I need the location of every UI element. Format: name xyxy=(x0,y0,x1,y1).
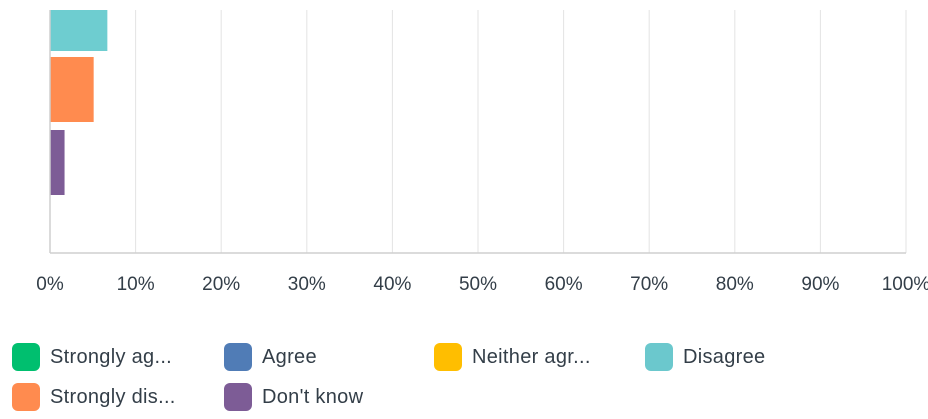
legend-swatch xyxy=(12,383,40,411)
legend: Strongly ag... Agree Neither agr... Disa… xyxy=(12,342,912,418)
bar-don-t-know[interactable] xyxy=(50,130,65,195)
legend-item-strongly-disagree[interactable]: Strongly dis... xyxy=(12,382,176,412)
x-tick-label: 80% xyxy=(716,274,754,295)
legend-label: Disagree xyxy=(683,345,766,368)
gridlines xyxy=(135,10,907,253)
x-tick-label: 0% xyxy=(36,274,64,295)
x-tick-label: 70% xyxy=(630,274,668,295)
x-tick-label: 20% xyxy=(202,274,240,295)
bar-disagree[interactable] xyxy=(50,10,108,51)
chart-svg: 0% 10% 20% 30% 40% 50% 60% 70% 80% 90% 100% xyxy=(36,10,928,295)
x-tick-label: 90% xyxy=(801,274,839,295)
legend-swatch xyxy=(645,343,673,371)
x-tick-label: 60% xyxy=(545,274,583,295)
legend-label: Neither agr... xyxy=(472,345,591,368)
legend-swatch xyxy=(224,343,252,371)
legend-label: Don't know xyxy=(262,385,364,408)
legend-item-disagree[interactable]: Disagree xyxy=(645,342,765,372)
legend-swatch xyxy=(12,343,40,371)
legend-item-strongly-agree[interactable]: Strongly ag... xyxy=(12,342,172,372)
axes xyxy=(49,10,906,254)
x-tick-label: 50% xyxy=(459,274,497,295)
x-tick-label: 100% xyxy=(882,274,928,295)
x-tick-labels: 0% 10% 20% 30% 40% 50% 60% 70% 80% 90% 100% xyxy=(36,274,928,295)
x-tick-label: 30% xyxy=(288,274,326,295)
legend-item-dont-know[interactable]: Don't know xyxy=(224,382,363,412)
legend-label: Agree xyxy=(262,345,317,368)
x-tick-label: 10% xyxy=(117,274,155,295)
bar-chart: 0% 10% 20% 30% 40% 50% 60% 70% 80% 90% 100% xyxy=(36,10,928,295)
bar-strongly-disagree[interactable] xyxy=(50,57,94,122)
legend-item-neither[interactable]: Neither agr... xyxy=(434,342,591,372)
legend-swatch xyxy=(434,343,462,371)
x-tick-label: 40% xyxy=(373,274,411,295)
legend-label: Strongly ag... xyxy=(50,345,173,368)
legend-item-agree[interactable]: Agree xyxy=(224,342,317,372)
legend-label: Strongly dis... xyxy=(50,385,176,408)
bars xyxy=(50,10,108,195)
legend-swatch xyxy=(224,383,252,411)
